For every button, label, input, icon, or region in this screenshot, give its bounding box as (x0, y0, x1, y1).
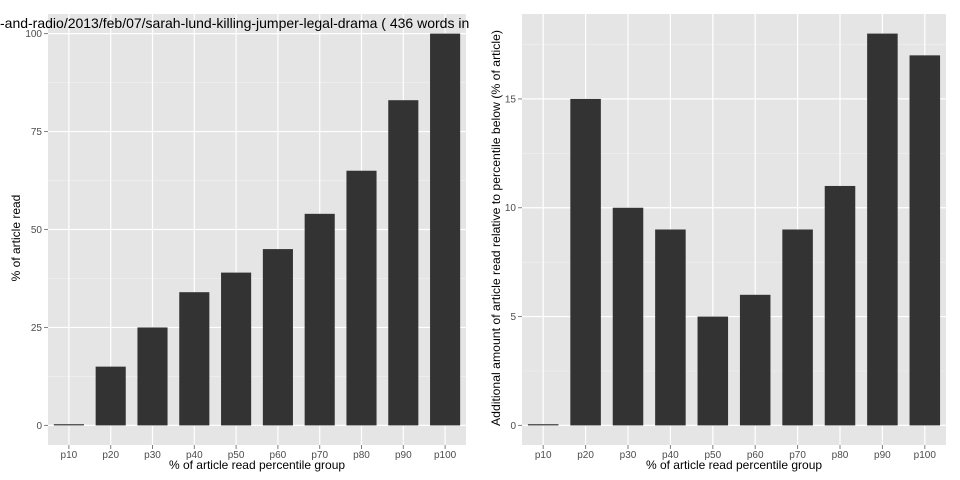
bar-p40 (179, 292, 210, 426)
x-tick-label: p70 (311, 450, 328, 461)
bar-p100 (430, 33, 461, 426)
y-tick-label: 10 (505, 203, 517, 214)
x-tick-label: p80 (832, 450, 849, 461)
x-tick-label: p60 (270, 450, 287, 461)
x-tick-label: p50 (704, 450, 721, 461)
bar-p20 (570, 98, 601, 426)
bar-p50 (221, 272, 252, 426)
y-tick-label: 0 (510, 421, 516, 432)
x-tick-label: p60 (747, 450, 764, 461)
x-tick-labels: p10 p20 p30 p40 p50 p60 p70 p80 p90 p100 (535, 445, 937, 461)
x-tick-label: p80 (353, 450, 370, 461)
bar-p60 (739, 294, 771, 426)
x-tick-label: p20 (102, 450, 119, 461)
y-tick-label: 0 (36, 421, 42, 432)
bar-p70 (782, 229, 813, 426)
bars (53, 33, 461, 426)
bar-p80 (824, 185, 856, 426)
x-tick-label: p40 (662, 450, 679, 461)
bar-p70 (304, 213, 335, 426)
x-tick-label: p70 (789, 450, 806, 461)
x-tick-label: p50 (228, 450, 245, 461)
chart-additional-read: 0 5 10 15 p10 p20 p30 p40 p50 p60 p70 p80 p90 p100 %… (489, 14, 946, 472)
y-tick-labels: 0 5 10 15 (505, 94, 522, 432)
bar-p60 (262, 249, 293, 426)
x-tick-label: p100 (914, 450, 937, 461)
x-axis-title: % of article read percentile group (646, 458, 822, 472)
x-tick-label: p40 (186, 450, 203, 461)
chart-title: -and-radio/2013/feb/07/sarah-lund-killin… (0, 15, 469, 31)
bar-p100 (909, 55, 941, 426)
bar-p80 (346, 170, 377, 426)
bar-p90 (867, 33, 898, 426)
x-tick-label: p10 (61, 450, 78, 461)
y-tick-label: 50 (31, 225, 43, 236)
bar-p30 (137, 327, 168, 426)
bars (527, 33, 941, 426)
x-tick-label: p30 (144, 450, 161, 461)
x-tick-labels: p10 p20 p30 p40 p50 p60 p70 p80 p90 p100 (61, 445, 457, 461)
bar-p10 (527, 424, 559, 426)
y-axis-title: % of article read (9, 195, 23, 282)
x-tick-label: p20 (577, 450, 594, 461)
x-axis-title: % of article read percentile group (169, 458, 345, 472)
x-tick-label: p30 (620, 450, 637, 461)
bar-p30 (612, 207, 644, 426)
y-tick-label: 15 (505, 94, 517, 105)
x-tick-label: p90 (395, 450, 412, 461)
bar-p50 (697, 316, 729, 426)
y-tick-label: 100 (25, 29, 42, 40)
y-axis-title: Additional amount of article read relati… (489, 30, 503, 426)
bar-p10 (53, 424, 84, 426)
y-tick-label: 75 (31, 127, 43, 138)
bar-p90 (388, 100, 419, 426)
x-tick-label: p100 (434, 450, 457, 461)
bar-p40 (655, 229, 686, 426)
x-tick-label: p10 (535, 450, 552, 461)
y-tick-label: 25 (31, 323, 43, 334)
x-tick-label: p90 (874, 450, 891, 461)
y-tick-labels: 0 25 50 75 100 (25, 29, 48, 432)
bar-p20 (95, 366, 126, 426)
y-tick-label: 5 (510, 312, 516, 323)
